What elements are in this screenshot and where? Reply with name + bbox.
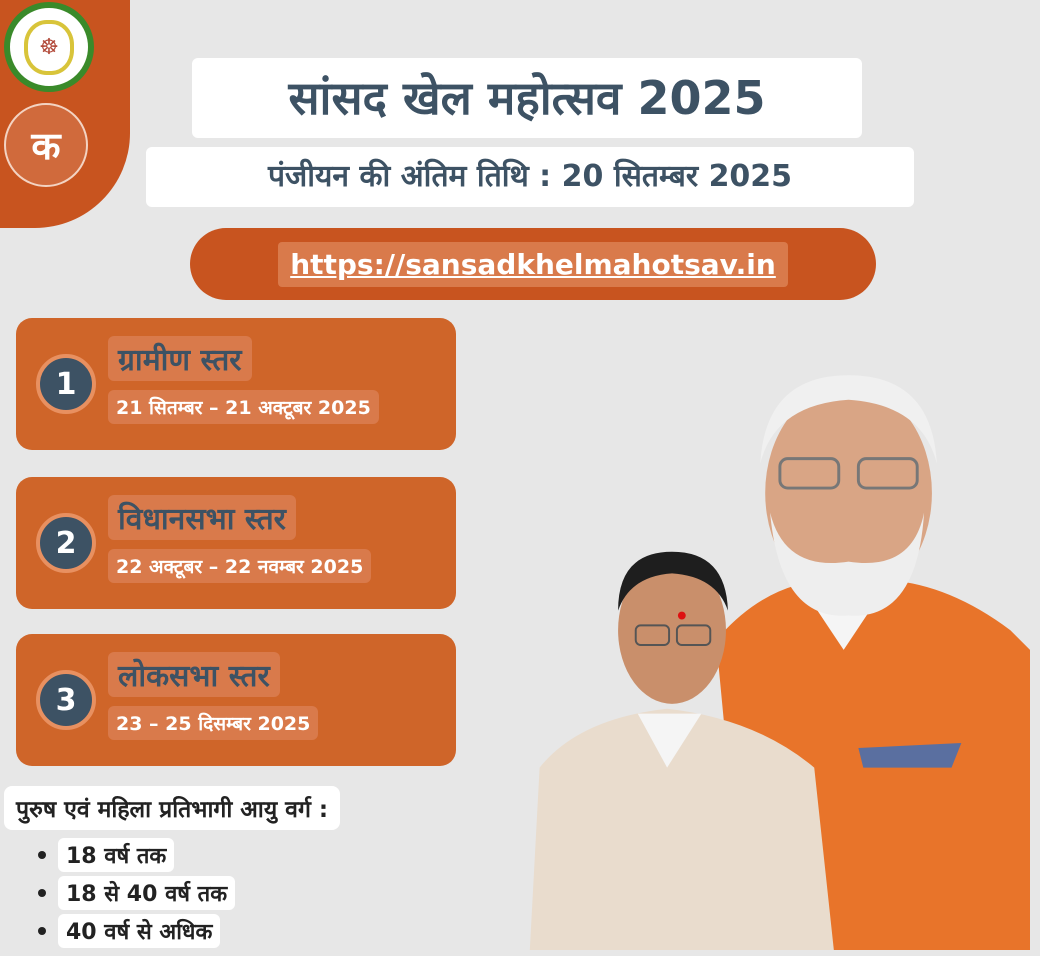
stage-dates: 23 – 25 दिसम्बर 2025: [108, 706, 319, 740]
bullet-icon: [38, 851, 46, 859]
ka-logo: क: [4, 103, 88, 187]
stage-name: विधानसभा स्तर: [108, 495, 296, 540]
ashoka-emblem-icon: ☸: [24, 19, 74, 75]
stage-name: ग्रामीण स्तर: [108, 336, 252, 381]
stage-dates: 21 सितम्बर – 21 अक्टूबर 2025: [108, 390, 379, 424]
stage-card-2: 2 विधानसभा स्तर 22 अक्टूबर – 22 नवम्बर 2…: [16, 477, 456, 609]
page-title: सांसद खेल महोत्सव 2025: [192, 58, 862, 138]
leaders-photo: [529, 375, 1030, 950]
bullet-icon: [38, 927, 46, 935]
stage-number: 1: [36, 354, 96, 414]
stage-dates: 22 अक्टूबर – 22 नवम्बर 2025: [108, 549, 372, 583]
stage-name: लोकसभा स्तर: [108, 652, 280, 697]
stage-number: 2: [36, 513, 96, 573]
age-group-item: 18 से 40 वर्ष तक: [38, 876, 236, 910]
stage-card-1: 1 ग्रामीण स्तर 21 सितम्बर – 21 अक्टूबर 2…: [16, 318, 456, 450]
person-left: [529, 551, 834, 950]
stage-number: 3: [36, 670, 96, 730]
registration-deadline: पंजीयन की अंतिम तिथि : 20 सितम्बर 2025: [146, 147, 914, 207]
website-link[interactable]: https://sansadkhelmahotsav.in: [278, 241, 788, 287]
state-emblem-logo: ☸: [4, 2, 94, 92]
stage-card-3: 3 लोकसभा स्तर 23 – 25 दिसम्बर 2025: [16, 634, 456, 766]
age-group-item: 40 वर्ष से अधिक: [38, 914, 221, 948]
age-group-title: पुरुष एवं महिला प्रतिभागी आयु वर्ग :: [4, 786, 341, 830]
bullet-icon: [38, 889, 46, 897]
url-banner: https://sansadkhelmahotsav.in: [190, 228, 876, 300]
age-group-item: 18 वर्ष तक: [38, 838, 175, 872]
